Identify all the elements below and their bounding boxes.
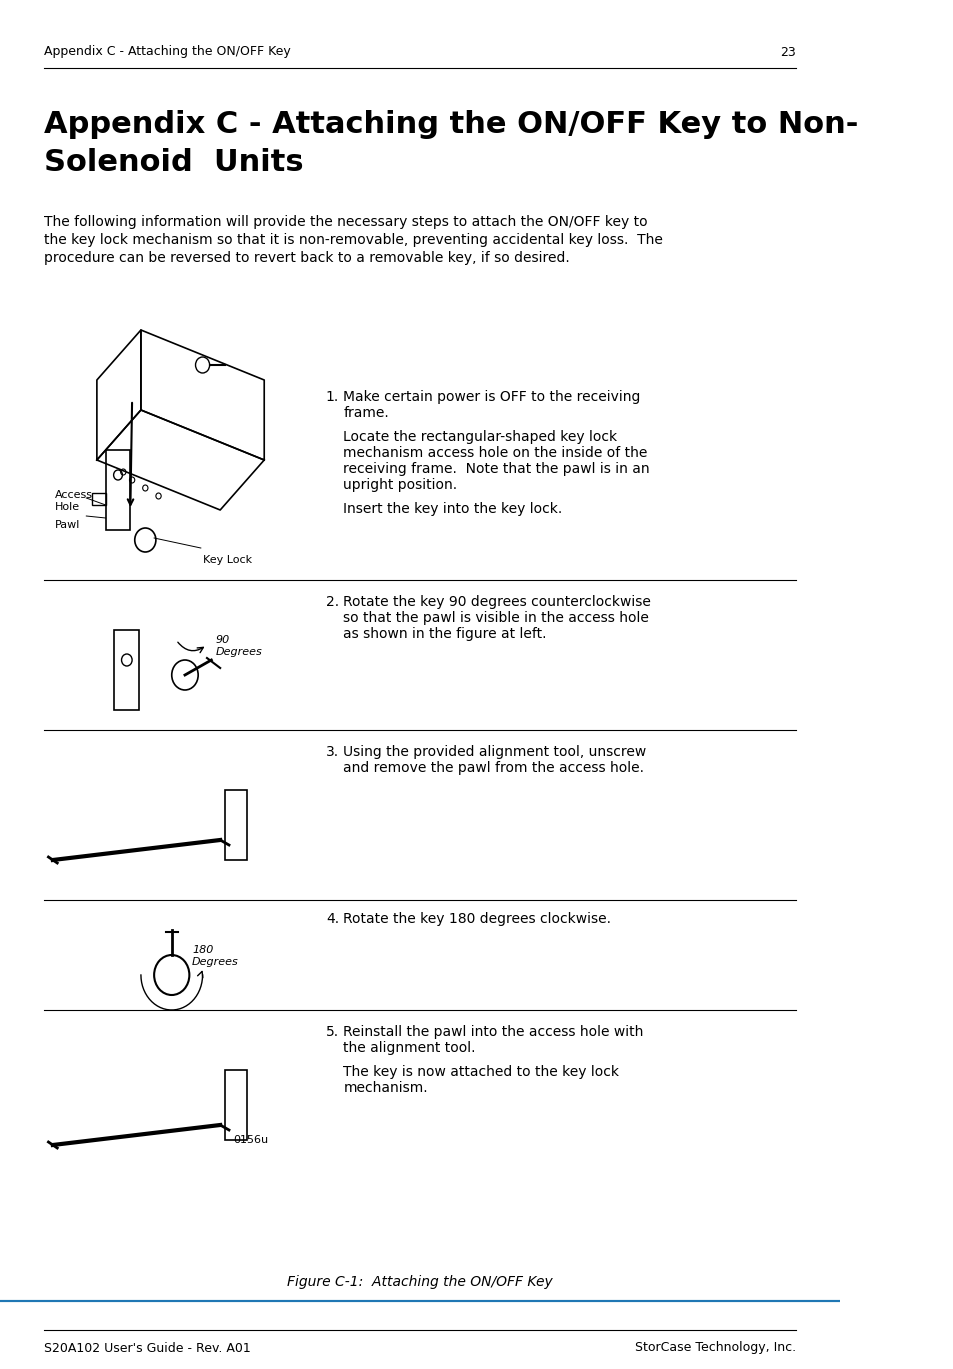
- Text: StorCase Technology, Inc.: StorCase Technology, Inc.: [635, 1342, 796, 1354]
- Text: Access
Hole: Access Hole: [54, 490, 92, 512]
- Text: The key is now attached to the key lock: The key is now attached to the key lock: [343, 1065, 618, 1079]
- Text: Pawl: Pawl: [54, 520, 80, 530]
- Text: and remove the pawl from the access hole.: and remove the pawl from the access hole…: [343, 761, 644, 775]
- Text: upright position.: upright position.: [343, 478, 457, 491]
- Text: Key Lock: Key Lock: [202, 554, 252, 565]
- Bar: [224, 1071, 246, 1140]
- Bar: [106, 450, 131, 530]
- Bar: [114, 630, 139, 711]
- Text: 3.: 3.: [326, 745, 338, 758]
- Text: the key lock mechanism so that it is non-removable, preventing accidental key lo: the key lock mechanism so that it is non…: [44, 233, 662, 246]
- Text: mechanism access hole on the inside of the: mechanism access hole on the inside of t…: [343, 446, 647, 460]
- Text: as shown in the figure at left.: as shown in the figure at left.: [343, 627, 546, 641]
- Text: 90
Degrees: 90 Degrees: [215, 635, 262, 657]
- Text: S20A102 User's Guide - Rev. A01: S20A102 User's Guide - Rev. A01: [44, 1342, 251, 1354]
- Text: Rotate the key 90 degrees counterclockwise: Rotate the key 90 degrees counterclockwi…: [343, 596, 651, 609]
- Text: 180
Degrees: 180 Degrees: [192, 945, 238, 967]
- Text: 2.: 2.: [326, 596, 338, 609]
- Text: procedure can be reversed to revert back to a removable key, if so desired.: procedure can be reversed to revert back…: [44, 251, 569, 266]
- Text: Appendix C - Attaching the ON/OFF Key to Non-: Appendix C - Attaching the ON/OFF Key to…: [44, 110, 858, 140]
- Text: the alignment tool.: the alignment tool.: [343, 1040, 476, 1055]
- Text: 1.: 1.: [326, 390, 338, 404]
- Text: Locate the rectangular-shaped key lock: Locate the rectangular-shaped key lock: [343, 430, 617, 444]
- Text: Appendix C - Attaching the ON/OFF Key: Appendix C - Attaching the ON/OFF Key: [44, 45, 291, 59]
- Text: 4.: 4.: [326, 912, 338, 925]
- Text: 23: 23: [780, 45, 796, 59]
- Bar: [92, 493, 106, 505]
- Text: Insert the key into the key lock.: Insert the key into the key lock.: [343, 502, 562, 516]
- Text: mechanism.: mechanism.: [343, 1082, 428, 1095]
- Text: receiving frame.  Note that the pawl is in an: receiving frame. Note that the pawl is i…: [343, 461, 649, 476]
- Text: Rotate the key 180 degrees clockwise.: Rotate the key 180 degrees clockwise.: [343, 912, 611, 925]
- Text: Using the provided alignment tool, unscrew: Using the provided alignment tool, unscr…: [343, 745, 646, 758]
- Text: The following information will provide the necessary steps to attach the ON/OFF : The following information will provide t…: [44, 215, 647, 229]
- Text: Figure C-1:  Attaching the ON/OFF Key: Figure C-1: Attaching the ON/OFF Key: [287, 1275, 553, 1290]
- Bar: [224, 790, 246, 860]
- Text: Reinstall the pawl into the access hole with: Reinstall the pawl into the access hole …: [343, 1025, 643, 1039]
- Text: frame.: frame.: [343, 407, 389, 420]
- Text: so that the pawl is visible in the access hole: so that the pawl is visible in the acces…: [343, 611, 649, 626]
- Text: Solenoid  Units: Solenoid Units: [44, 148, 303, 177]
- Text: Make certain power is OFF to the receiving: Make certain power is OFF to the receivi…: [343, 390, 640, 404]
- Text: 5.: 5.: [326, 1025, 338, 1039]
- Text: 0156u: 0156u: [233, 1135, 268, 1144]
